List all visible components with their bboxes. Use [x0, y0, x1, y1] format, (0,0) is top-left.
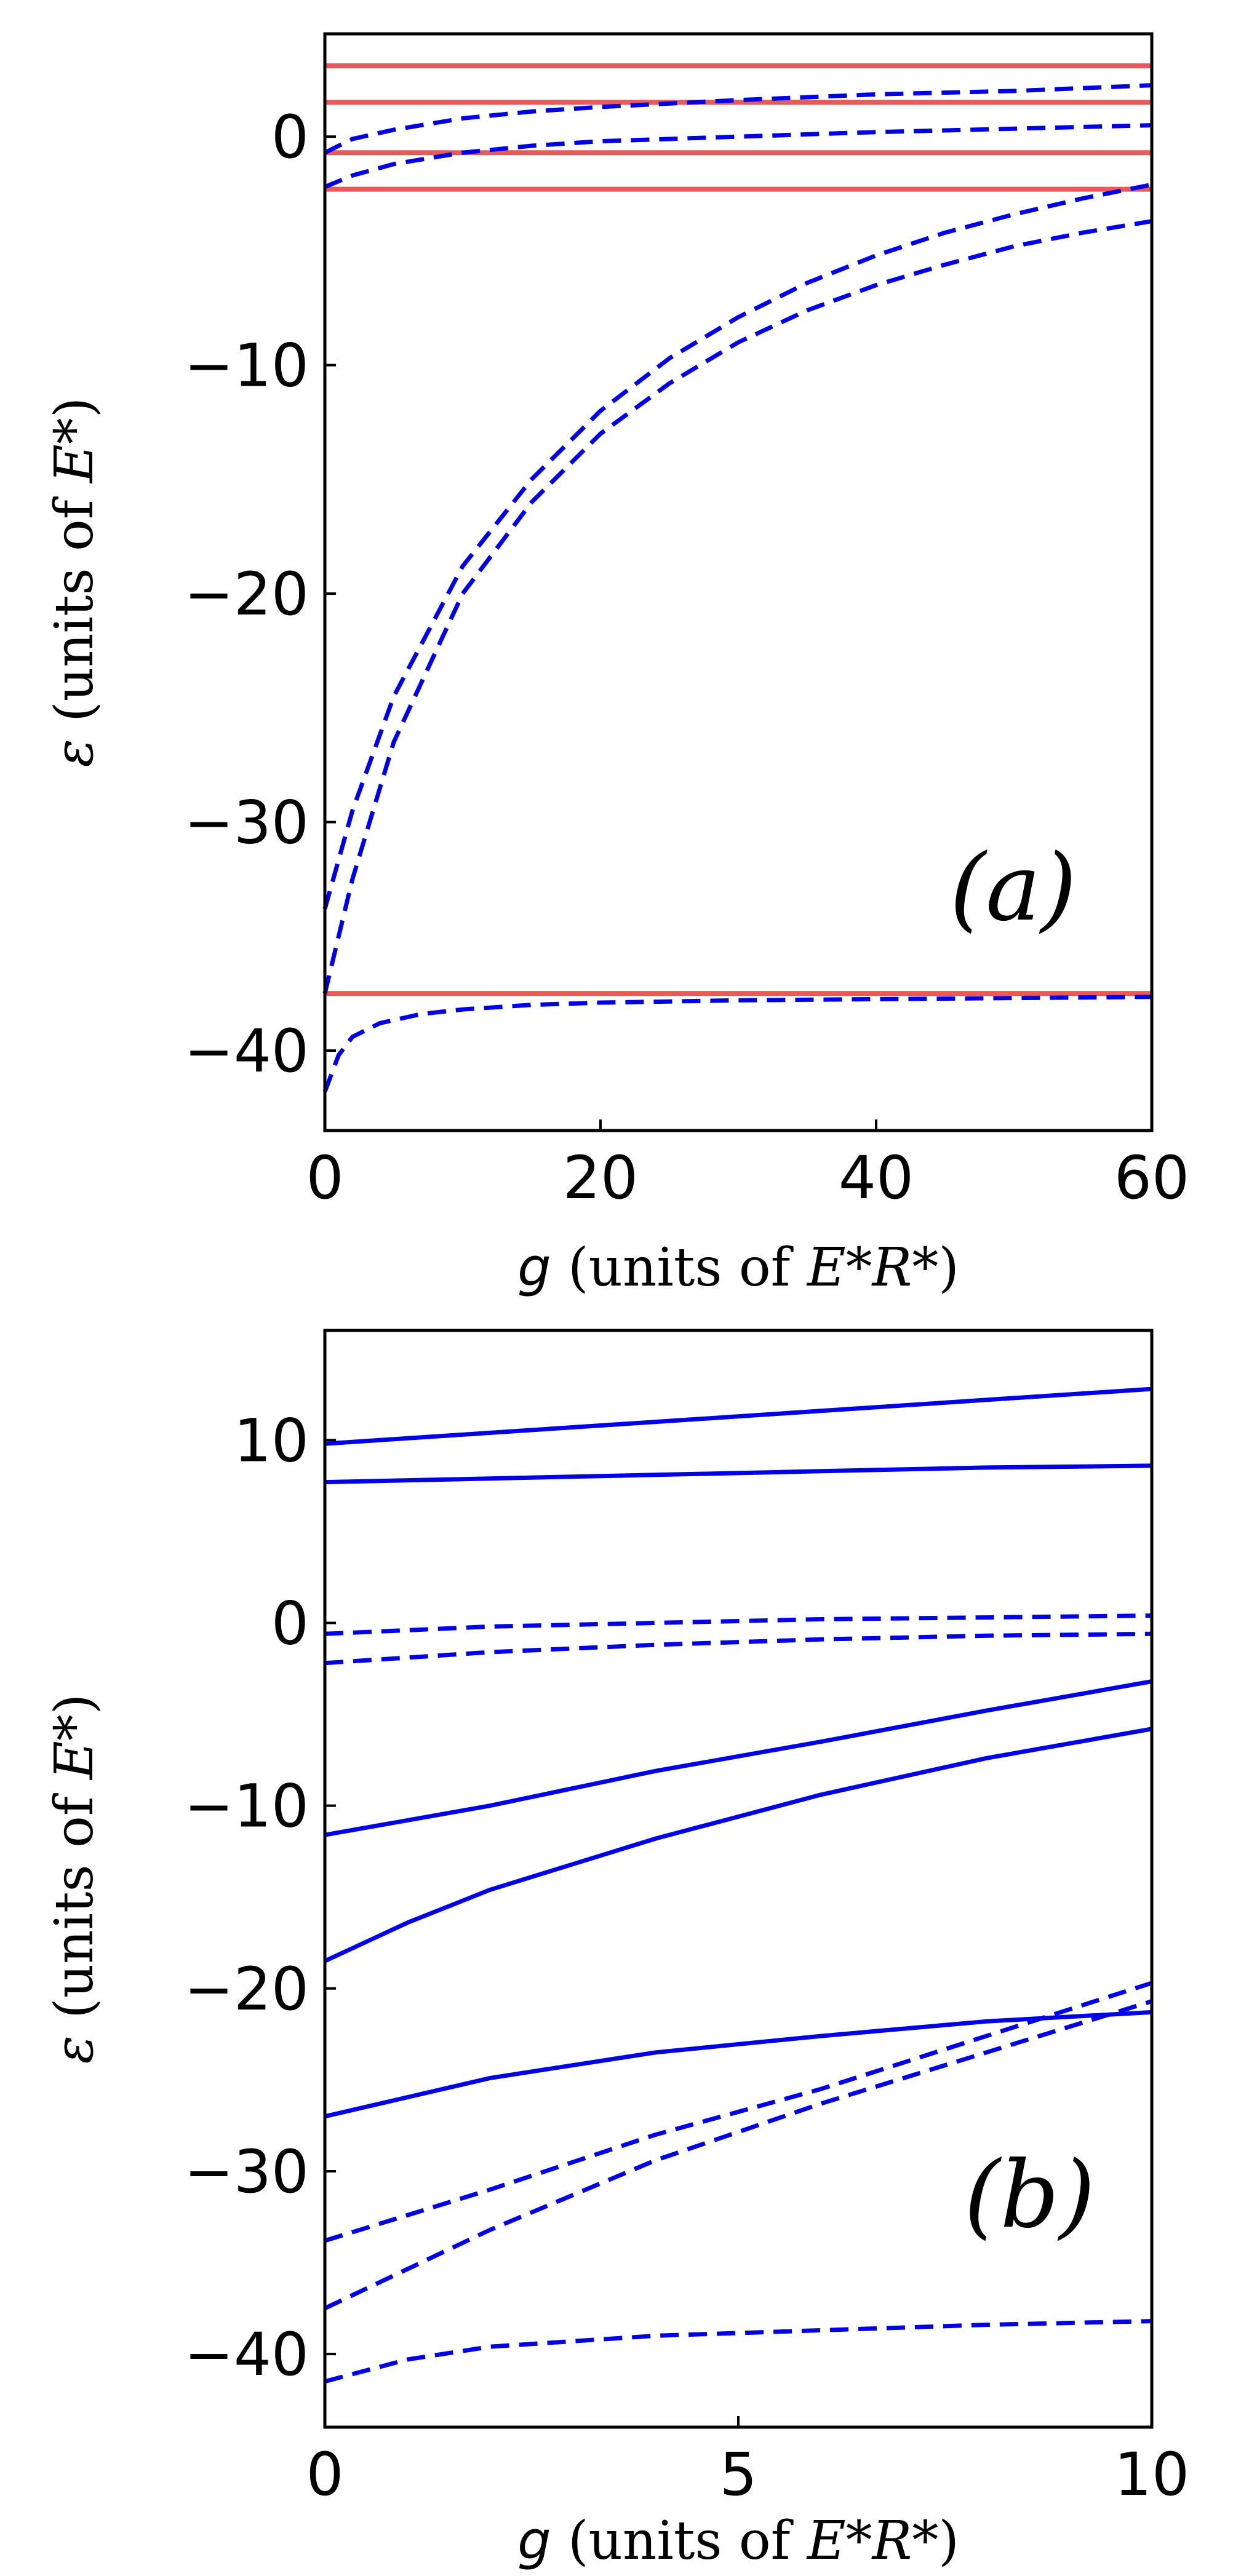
- y-tick-label: 10: [234, 1406, 309, 1475]
- y-tick-label: −40: [184, 1017, 309, 1086]
- y-tick-label: 0: [271, 1589, 309, 1658]
- series-line-blue-dashed-3: [324, 1631, 1152, 1666]
- x-axis-text: (units of: [551, 1237, 807, 1298]
- x-tick-label: 0: [306, 2440, 343, 2509]
- chart-panel-a: 0 20 40 60 0 −10 −20 −30 −40 (a) g (units of E*R…: [44, 32, 1189, 1298]
- y-tick-label: −20: [184, 560, 309, 629]
- y-axis-label: ε (units of E*): [44, 397, 105, 768]
- y-tick-label: −30: [184, 789, 309, 857]
- y-tick-label: 0: [271, 103, 309, 172]
- y-axis-label: ε (units of E*): [44, 1694, 105, 2064]
- x-axis-symbol: g: [517, 2510, 551, 2572]
- x-axis-symbol: g: [517, 1237, 551, 1298]
- x-axis-unit: E*R*: [806, 1237, 939, 1298]
- series-line-blue-solid-5: [324, 1727, 1152, 1963]
- series-layer: [324, 1386, 1153, 2384]
- x-tick-label: 5: [719, 2440, 757, 2509]
- series-line-blue-dashed-5: [324, 83, 1152, 155]
- series-line-blue-solid-0: [324, 1386, 1152, 1446]
- y-axis-close: ): [44, 397, 105, 418]
- plot-frame: [323, 32, 1154, 1132]
- y-tick-label: −20: [184, 1955, 309, 2024]
- x-tick-label: 20: [563, 1143, 638, 1212]
- series-line-blue-dashed-9: [322, 995, 1152, 1093]
- tick-layer: 0 5 10 10 0 −10 −20 −30 −40: [184, 1406, 1189, 2509]
- panel-label: (a): [950, 835, 1077, 942]
- tick-layer: 0 20 40 60 0 −10 −20 −30 −40: [184, 103, 1189, 1212]
- x-tick-label: 60: [1114, 1143, 1189, 1212]
- y-tick-label: −30: [184, 2137, 309, 2206]
- y-tick-label: −10: [184, 332, 309, 400]
- series-line-blue-dashed-2: [324, 1613, 1152, 1636]
- y-axis-text: (units of: [44, 1779, 105, 2035]
- y-axis-unit: E*: [44, 1714, 105, 1781]
- y-tick-label: −40: [184, 2320, 309, 2389]
- series-line-blue-solid-6: [324, 2010, 1152, 2119]
- y-axis-text: (units of: [44, 483, 105, 739]
- x-tick-label: 40: [839, 1143, 914, 1212]
- x-tick-label: 0: [306, 1143, 343, 1212]
- plot-frame: [323, 1329, 1154, 2429]
- series-line-blue-dashed-7: [322, 182, 1152, 910]
- x-axis-close: ): [938, 2510, 959, 2572]
- series-line-blue-dashed-8: [322, 219, 1152, 994]
- series-line-blue-solid-1: [324, 1463, 1152, 1485]
- series-line-blue-dashed-9: [324, 2319, 1152, 2384]
- x-axis-label: g (units of E*R*): [517, 2510, 959, 2572]
- panel-label: (b): [964, 2142, 1095, 2249]
- x-tick-label: 10: [1114, 2440, 1189, 2509]
- series-layer: [322, 63, 1152, 1093]
- x-axis-unit: E*R*: [806, 2510, 939, 2572]
- series-line-blue-dashed-6: [324, 123, 1152, 189]
- x-axis-text: (units of: [551, 2510, 807, 2572]
- y-axis-symbol: ε: [44, 2035, 105, 2064]
- y-axis-symbol: ε: [44, 739, 105, 767]
- x-axis-close: ): [938, 1237, 959, 1298]
- y-axis-unit: E*: [44, 418, 105, 484]
- series-line-blue-dashed-8: [324, 1999, 1153, 2310]
- series-line-blue-dashed-7: [324, 1981, 1153, 2243]
- series-line-blue-solid-4: [324, 1679, 1152, 1837]
- y-tick-label: −10: [184, 1772, 309, 1841]
- x-axis-label: g (units of E*R*): [517, 1237, 959, 1298]
- chart-panel-b: 0 5 10 10 0 −10 −20 −30 −40 (b) g (units of E*R*…: [44, 1329, 1189, 2572]
- y-axis-close: ): [44, 1694, 105, 1715]
